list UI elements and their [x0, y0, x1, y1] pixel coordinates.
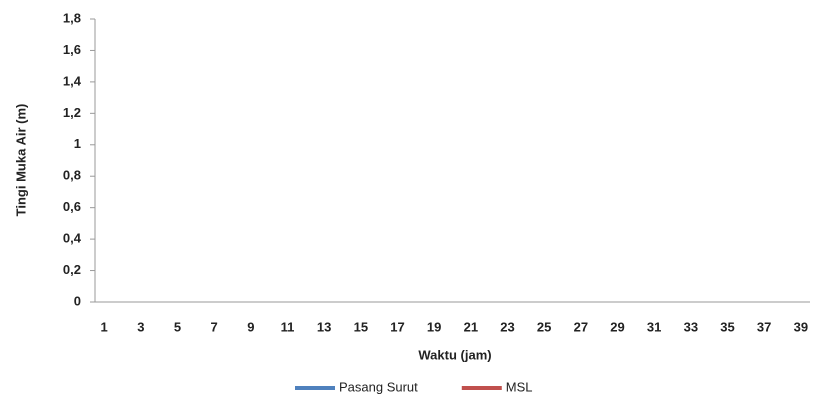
- x-tick-label: 15: [354, 319, 368, 334]
- x-tick-label: 35: [720, 319, 734, 334]
- x-tick-label: 19: [427, 319, 441, 334]
- x-tick-label: 21: [464, 319, 478, 334]
- y-tick-label: 1: [74, 136, 81, 151]
- x-tick-label: 27: [574, 319, 588, 334]
- x-tick-label: 13: [317, 319, 331, 334]
- x-tick-label: 1: [101, 319, 108, 334]
- x-tick-label: 17: [390, 319, 404, 334]
- legend-label: Pasang Surut: [339, 379, 418, 394]
- y-tick-label: 1,6: [63, 42, 81, 57]
- x-tick-label: 7: [211, 319, 218, 334]
- x-tick-label: 5: [174, 319, 181, 334]
- x-tick-label: 25: [537, 319, 551, 334]
- x-tick-label: 29: [610, 319, 624, 334]
- y-tick-label: 0,6: [63, 199, 81, 214]
- x-tick-label: 39: [794, 319, 808, 334]
- x-tick-label: 9: [247, 319, 254, 334]
- x-tick-label: 31: [647, 319, 661, 334]
- y-tick-label: 0,2: [63, 262, 81, 277]
- x-tick-label: 3: [137, 319, 144, 334]
- y-tick-label: 0,4: [63, 231, 82, 246]
- y-tick-label: 1,4: [63, 73, 82, 88]
- y-tick-label: 0: [74, 293, 81, 308]
- y-tick-label: 0,8: [63, 168, 81, 183]
- y-axis-label: Tingi Muka Air (m): [13, 104, 28, 217]
- x-tick-label: 33: [684, 319, 698, 334]
- legend-label: MSL: [506, 379, 533, 394]
- y-tick-label: 1,2: [63, 105, 81, 120]
- y-tick-label: 1,8: [63, 10, 81, 25]
- x-axis-label: Waktu (jam): [418, 347, 491, 362]
- x-tick-label: 37: [757, 319, 771, 334]
- x-tick-label: 11: [281, 319, 295, 334]
- x-tick-label: 23: [500, 319, 514, 334]
